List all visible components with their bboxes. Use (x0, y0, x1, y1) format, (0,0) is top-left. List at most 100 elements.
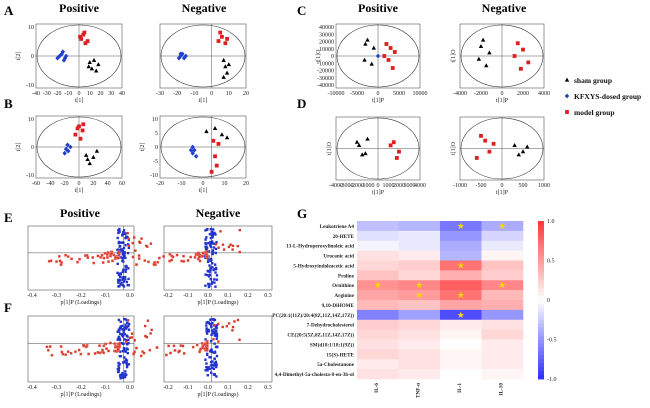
loading-point (121, 270, 125, 274)
loading-point (124, 270, 127, 273)
loading-point (212, 363, 215, 367)
data-point (487, 50, 492, 55)
loading-point (214, 332, 218, 336)
loading-point (141, 350, 144, 354)
loading-point (215, 274, 219, 277)
x-tick-label: -10000 (328, 91, 345, 97)
loading-point (170, 258, 174, 262)
loading-point (208, 322, 211, 326)
loading-point (167, 344, 171, 348)
loading-point (122, 328, 126, 332)
loading-point (79, 352, 83, 356)
heatmap-cell (440, 339, 482, 350)
x-tick-label: 500 (519, 183, 528, 189)
loading-point (205, 228, 209, 231)
loading-point (137, 254, 141, 257)
data-point (94, 68, 99, 73)
loading-point (211, 321, 214, 325)
heatmap-cell (440, 349, 482, 360)
x-tick-label: -0.1 (101, 293, 111, 299)
loading-point (146, 245, 149, 248)
significance-star: ★ (415, 290, 423, 300)
loading-point (211, 252, 214, 256)
loading-point (215, 375, 218, 378)
x-tick-label: -20 (173, 91, 181, 97)
loading-point (215, 278, 219, 281)
loading-point (221, 325, 224, 329)
data-point (474, 156, 479, 160)
y-tick-label: 20000 (319, 40, 334, 46)
loading-point (149, 332, 152, 335)
data-point (363, 41, 368, 46)
loading-point (118, 245, 121, 248)
x-tick-label: 3000 (404, 183, 416, 189)
loading-point (121, 324, 124, 328)
loading-point (215, 241, 218, 244)
heatmap-cell (357, 319, 399, 330)
colorbar-segment (538, 335, 544, 340)
loading-point (123, 232, 127, 236)
x-tick-label: -60 (32, 181, 40, 187)
data-point (193, 153, 199, 159)
loading-point (144, 334, 147, 338)
panel-label: F (4, 300, 12, 315)
loading-point (209, 257, 213, 261)
heatmap-cell (357, 230, 399, 242)
heatmap-cell (481, 359, 524, 370)
loading-point (117, 273, 121, 277)
loading-point (143, 259, 147, 263)
loading-point (126, 251, 130, 255)
heatmap-cell (481, 270, 524, 281)
loading-point (209, 259, 212, 263)
loading-point (138, 240, 141, 244)
heatmap-cell (481, 221, 524, 232)
x-tick-label: -500 (476, 183, 487, 189)
loading-point (219, 230, 222, 233)
loading-point (135, 346, 138, 350)
heatmap-cell (357, 349, 399, 360)
loading-point (205, 250, 209, 253)
loading-point (124, 370, 127, 373)
heatmap-cell (398, 369, 441, 380)
y-tick-label: -10000 (317, 61, 334, 67)
loading-point (125, 373, 128, 377)
x-tick-label: 20 (243, 91, 249, 97)
loading-point (206, 369, 209, 372)
heatmap-row-label: PC(20:1(11Z)/20:4(8Z,11Z,14Z,17Z)) (272, 312, 354, 319)
loading-point (238, 250, 241, 254)
loading-point (91, 256, 95, 259)
heatmap-row-label: 5a-Cholestanone (317, 362, 355, 368)
loading-point (122, 285, 126, 288)
loading-point (209, 356, 213, 359)
loading-point (102, 344, 106, 348)
x-tick-label: -1000 (453, 183, 467, 189)
loading-point (204, 256, 207, 260)
significance-star: ★ (415, 280, 423, 290)
colorbar-segment (538, 311, 544, 317)
x-tick-label: -40 (32, 91, 40, 97)
loading-point (212, 318, 216, 322)
heatmap-cell (357, 221, 399, 232)
heatmap-cell (440, 290, 482, 301)
data-point (216, 39, 221, 43)
loading-point (214, 360, 218, 363)
significance-star: ★ (457, 310, 465, 320)
loading-point (130, 332, 134, 335)
data-point (78, 34, 82, 39)
legend-label: KFXYS-dosed group (574, 92, 641, 101)
loading-point (119, 375, 122, 378)
heatmap-cell (481, 240, 524, 251)
loading-point (125, 235, 129, 239)
loading-point (121, 234, 124, 237)
loading-point (206, 320, 209, 324)
heatmap-cell (440, 221, 482, 232)
significance-star: ★ (498, 280, 506, 290)
loading-point (236, 318, 240, 322)
heatmap-col-label: IL-6 (374, 383, 380, 393)
x-axis-label: t[1] (75, 188, 84, 194)
heatmap-cell (398, 309, 441, 321)
x-tick-label: -5000 (350, 91, 364, 97)
loading-point (64, 253, 68, 257)
loading-point (101, 261, 105, 264)
data-point (216, 142, 221, 146)
